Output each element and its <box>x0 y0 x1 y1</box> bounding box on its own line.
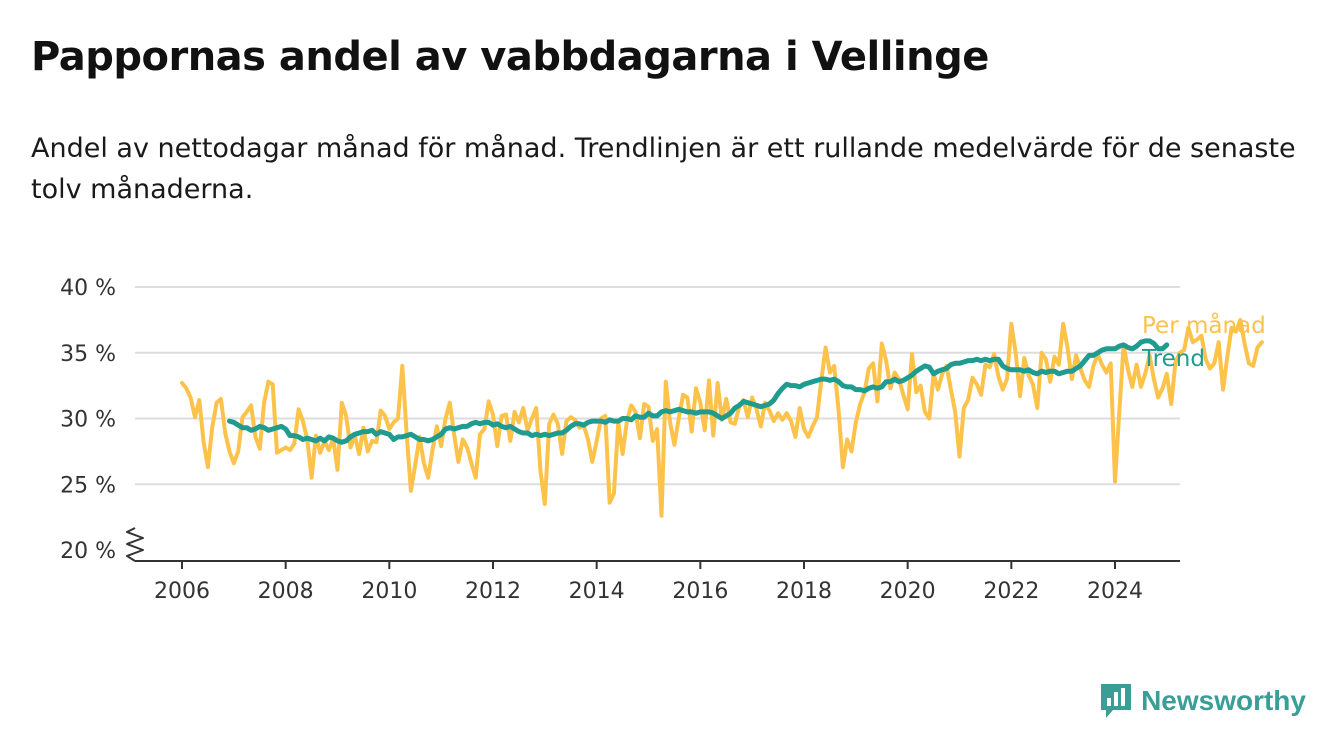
x-tick-label: 2008 <box>258 579 314 604</box>
x-tick-label: 2016 <box>672 579 728 604</box>
legend-label: Trend <box>1141 346 1205 372</box>
x-tick-label: 2020 <box>880 579 936 604</box>
y-tick-label: 40 % <box>60 276 116 301</box>
chart-subtitle: Andel av nettodagar månad för månad. Tre… <box>31 133 1296 205</box>
series-line-trend <box>227 338 1170 445</box>
x-tick-label: 2022 <box>983 579 1039 604</box>
x-tick-label: 2024 <box>1087 579 1143 604</box>
x-tick-label: 2018 <box>776 579 832 604</box>
y-tick-label: 35 % <box>60 342 116 367</box>
chart-title: Pappornas andel av vabbdagarna i Velling… <box>31 34 989 80</box>
legend-label: Per månad <box>1142 311 1266 339</box>
brand-name: Newsworthy <box>1141 685 1306 716</box>
y-tick-label: 30 % <box>60 408 116 433</box>
x-tick-label: 2010 <box>361 579 417 604</box>
newsworthy-logo-icon <box>1101 684 1132 718</box>
y-tick-label: 20 % <box>60 539 116 564</box>
x-tick-label: 2014 <box>569 579 625 604</box>
y-tick-label: 25 % <box>60 473 116 498</box>
x-tick-label: 2006 <box>154 579 210 604</box>
x-tick-label: 2012 <box>465 579 521 604</box>
axis-break-icon <box>126 527 144 562</box>
brand-logo: Newsworthy <box>1099 682 1306 720</box>
